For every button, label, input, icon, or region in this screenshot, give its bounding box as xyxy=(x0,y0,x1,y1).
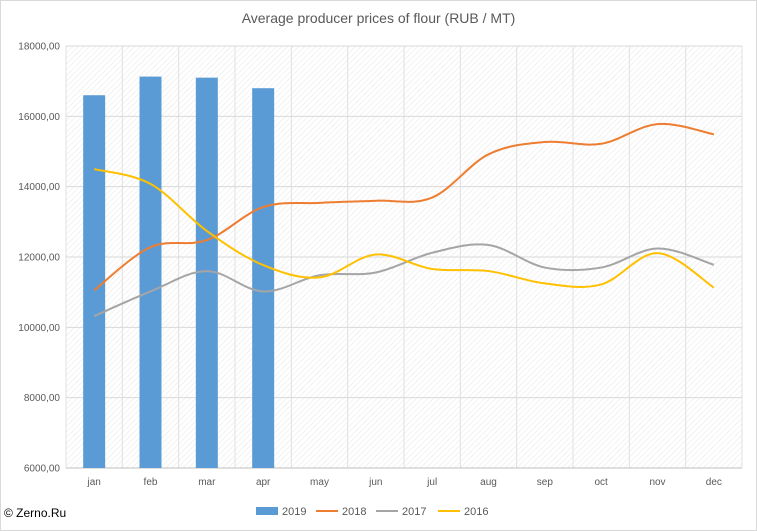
legend-label-2016: 2016 xyxy=(464,506,488,518)
x-tick-label: aug xyxy=(480,477,497,488)
legend-label-2018: 2018 xyxy=(342,506,366,518)
y-tick-label: 18000,00 xyxy=(18,42,60,53)
y-tick-label: 14000,00 xyxy=(18,182,60,193)
y-tick-label: 16000,00 xyxy=(18,112,60,123)
y-tick-label: 8000,00 xyxy=(24,393,61,404)
x-tick-label: may xyxy=(310,477,329,488)
y-tick-label: 6000,00 xyxy=(24,464,61,475)
legend-label-2019: 2019 xyxy=(282,506,306,518)
x-tick-label: sep xyxy=(537,477,554,488)
x-tick-label: jun xyxy=(368,477,382,488)
x-tick-label: dec xyxy=(706,477,722,488)
x-tick-label: jul xyxy=(426,477,437,488)
bar-2019 xyxy=(252,88,275,468)
x-tick-label: nov xyxy=(649,477,665,488)
x-tick-label: oct xyxy=(594,477,608,488)
x-tick-label: apr xyxy=(256,477,271,488)
bar-2019 xyxy=(195,77,218,469)
x-tick-label: mar xyxy=(198,477,216,488)
copyright-text: © Zerno.Ru xyxy=(4,506,67,520)
y-tick-label: 12000,00 xyxy=(18,253,60,264)
line-series-2017 xyxy=(93,243,715,317)
y-tick-label: 10000,00 xyxy=(18,323,60,334)
bar-2019 xyxy=(139,76,162,468)
legend-swatch-2019 xyxy=(256,507,278,515)
line-series-2016 xyxy=(93,168,715,289)
bar-2019 xyxy=(83,95,106,468)
x-tick-label: feb xyxy=(144,477,158,488)
line-series-2018 xyxy=(93,122,715,292)
x-tick-label: jan xyxy=(86,477,100,488)
chart-title: Average producer prices of flour (RUB / … xyxy=(241,10,516,26)
legend-label-2017: 2017 xyxy=(402,506,426,518)
